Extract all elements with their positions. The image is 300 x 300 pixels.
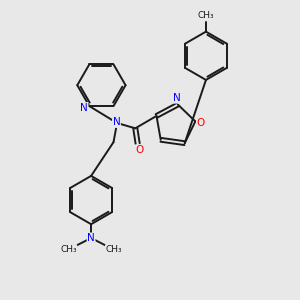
Text: O: O (196, 118, 205, 128)
Text: CH₃: CH₃ (60, 245, 77, 254)
Text: N: N (87, 233, 95, 243)
Text: N: N (80, 103, 88, 112)
Text: CH₃: CH₃ (106, 245, 122, 254)
Text: N: N (112, 117, 120, 128)
Text: O: O (135, 145, 143, 155)
Text: CH₃: CH₃ (198, 11, 214, 20)
Text: N: N (173, 93, 181, 103)
